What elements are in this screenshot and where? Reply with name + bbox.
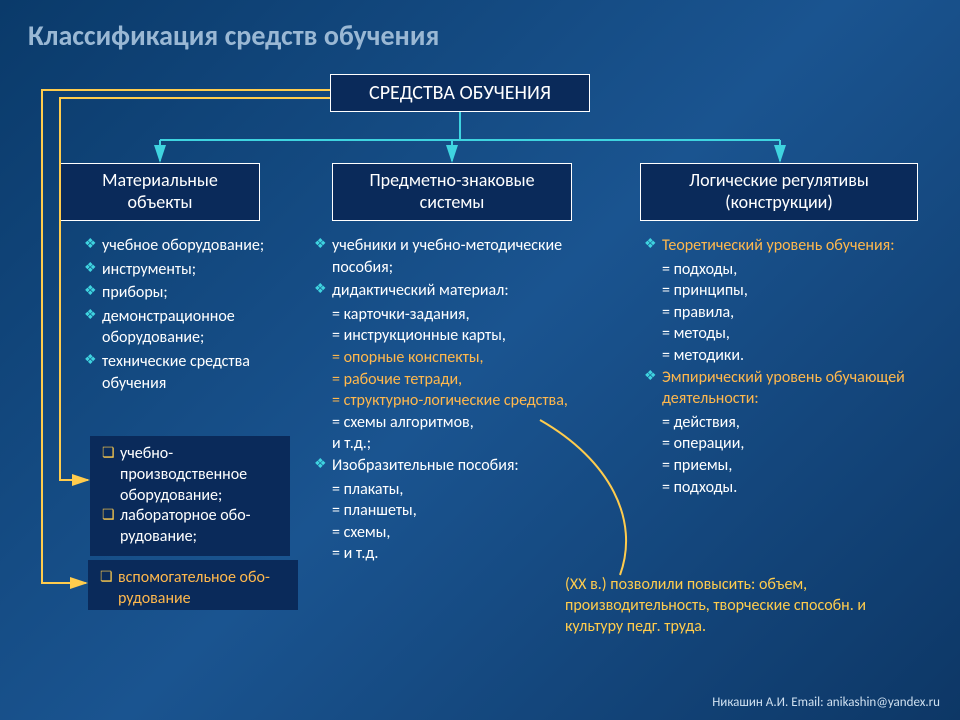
sub-item: = схемы,	[310, 522, 590, 544]
sub-item: = плакаты,	[310, 479, 590, 501]
list-item: учебное оборудование;	[80, 235, 280, 257]
sub-item: = подходы.	[640, 477, 930, 499]
list-item: демонстрационное оборудование;	[80, 306, 280, 349]
sub-item: = принципы,	[640, 280, 930, 302]
sub-item: = методики.	[640, 345, 930, 367]
list-item: Теоретический уровень обучения:	[640, 235, 930, 257]
list-item: инструменты;	[80, 259, 280, 281]
sub-item: = операции,	[640, 433, 930, 455]
sub-item: = и т.д.	[310, 543, 590, 565]
sub-item: = структурно-логические средства,	[310, 390, 590, 412]
sub-item: = методы,	[640, 323, 930, 345]
sub-item: и т.д.;	[310, 433, 590, 455]
sub-item: = планшеты,	[310, 500, 590, 522]
sub-item: = действия,	[640, 412, 930, 434]
sq-item: учебно-производственное оборудование;	[100, 444, 280, 506]
footer-credit: Никашин А.И. Email: anikashin@yandex.ru	[712, 695, 940, 710]
column-3: Теоретический уровень обучения: = подход…	[640, 235, 930, 498]
sub-item: = опорные конспекты,	[310, 347, 590, 369]
sq-item: вспомогательное обо-рудование	[98, 568, 288, 610]
sub-item: = приемы,	[640, 455, 930, 477]
sub-item: = рабочие тетради,	[310, 369, 590, 391]
note-text: (XX в.) позволили повысить: объем, произ…	[565, 575, 925, 637]
blue-box-2: вспомогательное обо-рудование	[88, 560, 298, 610]
branch-box-2: Предметно-знаковые системы	[332, 163, 572, 221]
list-item: Изобразительные пособия:	[310, 455, 590, 477]
sub-item: = подходы,	[640, 259, 930, 281]
column-2: учебники и учебно-методические пособия; …	[310, 235, 590, 565]
branch-box-3: Логические регулятивы (конструкции)	[640, 163, 918, 221]
column-1: учебное оборудование; инструменты; прибо…	[80, 235, 280, 396]
sub-item: = карточки-задания,	[310, 304, 590, 326]
list-item: технические средства обучения	[80, 351, 280, 394]
list-item: учебники и учебно-методические пособия;	[310, 235, 590, 278]
list-item: дидактический материал:	[310, 280, 590, 302]
list-item: Эмпирический уровень обучающей деятельно…	[640, 367, 930, 410]
sub-item: = правила,	[640, 302, 930, 324]
slide-title: Классификация средств обучения	[28, 18, 439, 53]
sq-item: лабораторное обо-рудование;	[100, 506, 280, 548]
list-item: приборы;	[80, 282, 280, 304]
blue-box-1: учебно-производственное оборудование; ла…	[90, 436, 290, 556]
sub-item: = схемы алгоритмов,	[310, 412, 590, 434]
branch-box-1: Материальные объекты	[60, 163, 260, 221]
root-box: СРЕДСТВА ОБУЧЕНИЯ	[330, 74, 590, 112]
sub-item: = инструкционные карты,	[310, 325, 590, 347]
